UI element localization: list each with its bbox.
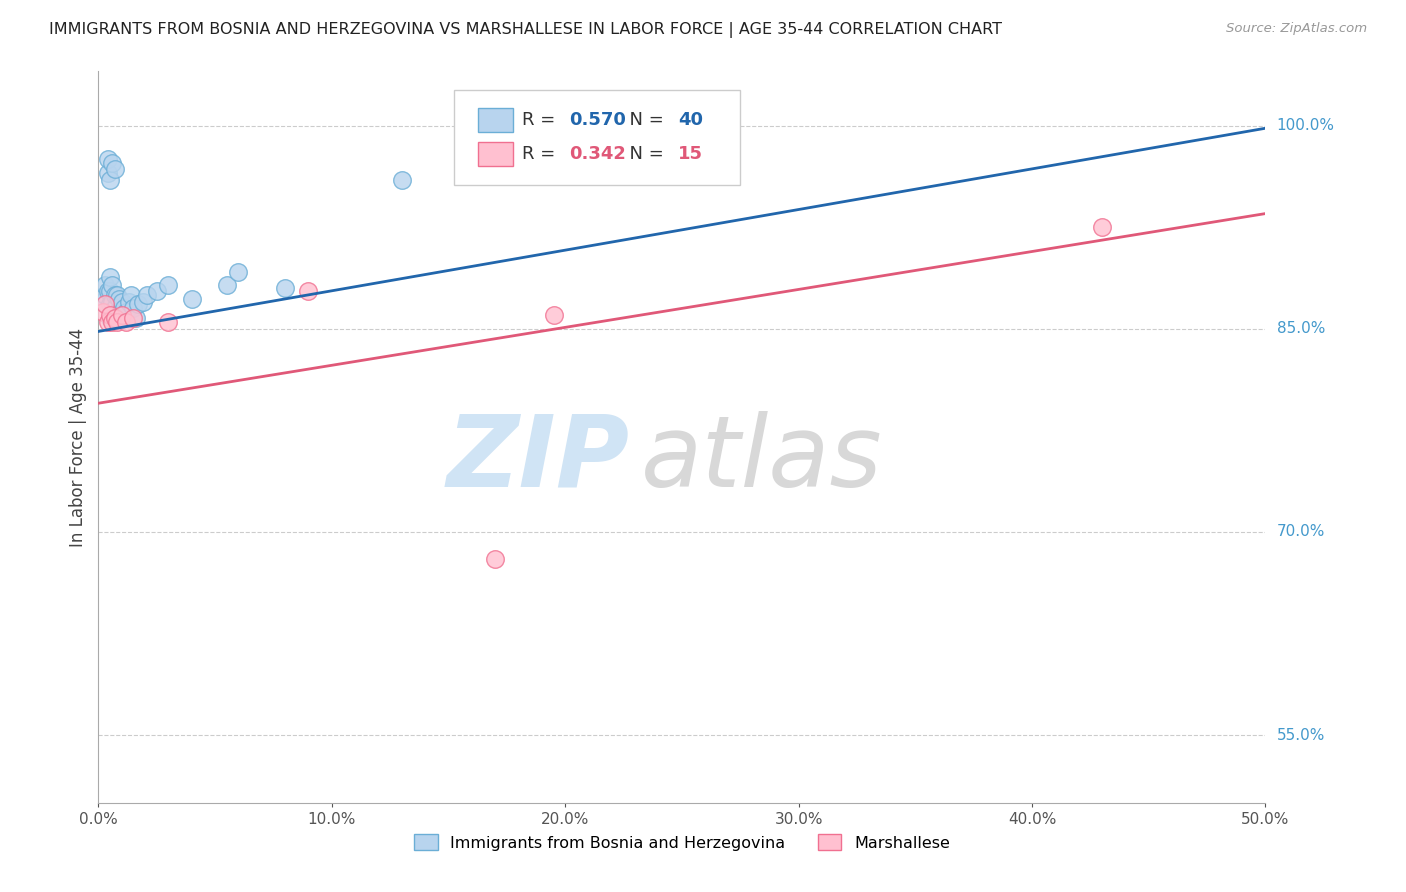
- Point: [101, 315, 124, 329]
- Point: [94, 278, 117, 293]
- Point: [112, 301, 135, 316]
- Text: 85.0%: 85.0%: [1277, 321, 1324, 336]
- Point: [484, 552, 506, 566]
- Point: [101, 278, 124, 293]
- Point: [391, 172, 413, 186]
- Point: [274, 281, 297, 295]
- Point: [104, 288, 127, 302]
- Point: [125, 310, 148, 325]
- Point: [180, 292, 202, 306]
- Text: atlas: atlas: [641, 410, 883, 508]
- Point: [215, 278, 238, 293]
- Text: N =: N =: [617, 145, 669, 163]
- Text: N =: N =: [617, 111, 669, 128]
- Point: [111, 294, 134, 309]
- Point: [101, 156, 124, 170]
- Text: Source: ZipAtlas.com: Source: ZipAtlas.com: [1226, 22, 1367, 36]
- Text: IMMIGRANTS FROM BOSNIA AND HERZEGOVINA VS MARSHALLESE IN LABOR FORCE | AGE 35-44: IMMIGRANTS FROM BOSNIA AND HERZEGOVINA V…: [49, 22, 1002, 38]
- Point: [115, 315, 138, 329]
- Point: [157, 278, 180, 293]
- Text: ZIP: ZIP: [446, 410, 630, 508]
- Text: 15: 15: [679, 145, 703, 163]
- Point: [111, 310, 134, 325]
- Point: [97, 284, 120, 298]
- Point: [122, 310, 145, 325]
- Point: [297, 284, 319, 298]
- Text: 0.570: 0.570: [568, 111, 626, 128]
- Point: [146, 284, 169, 298]
- Point: [104, 161, 127, 176]
- FancyBboxPatch shape: [478, 143, 513, 167]
- Point: [647, 153, 669, 167]
- Point: [127, 297, 149, 311]
- Point: [132, 294, 155, 309]
- Point: [98, 172, 121, 186]
- Point: [228, 265, 250, 279]
- Point: [98, 284, 121, 298]
- Point: [105, 315, 128, 329]
- Legend: Immigrants from Bosnia and Herzegovina, Marshallese: Immigrants from Bosnia and Herzegovina, …: [408, 828, 956, 857]
- FancyBboxPatch shape: [454, 90, 741, 185]
- Point: [91, 305, 114, 319]
- FancyBboxPatch shape: [478, 108, 513, 132]
- Point: [98, 270, 121, 285]
- Point: [115, 305, 138, 319]
- Point: [94, 297, 117, 311]
- Point: [98, 297, 121, 311]
- Point: [101, 294, 124, 309]
- Text: 40: 40: [679, 111, 703, 128]
- Text: R =: R =: [522, 145, 561, 163]
- Text: 70.0%: 70.0%: [1277, 524, 1324, 540]
- Point: [136, 288, 159, 302]
- Point: [105, 305, 128, 319]
- Point: [104, 301, 127, 316]
- Point: [108, 292, 131, 306]
- Point: [122, 301, 145, 316]
- Point: [97, 315, 120, 329]
- Text: 0.342: 0.342: [568, 145, 626, 163]
- Point: [104, 310, 127, 325]
- Point: [157, 315, 180, 329]
- Text: R =: R =: [522, 111, 561, 128]
- Y-axis label: In Labor Force | Age 35-44: In Labor Force | Age 35-44: [69, 327, 87, 547]
- Point: [108, 308, 131, 322]
- Point: [105, 288, 128, 302]
- Point: [94, 288, 117, 302]
- Text: 55.0%: 55.0%: [1277, 728, 1324, 742]
- Point: [97, 166, 120, 180]
- Point: [97, 153, 120, 167]
- Text: 100.0%: 100.0%: [1277, 118, 1334, 133]
- Point: [98, 310, 121, 325]
- Point: [118, 294, 141, 309]
- Point: [120, 288, 142, 302]
- Point: [98, 308, 121, 322]
- Point: [91, 294, 114, 309]
- Point: [111, 308, 134, 322]
- Point: [1091, 220, 1114, 235]
- Point: [543, 308, 565, 322]
